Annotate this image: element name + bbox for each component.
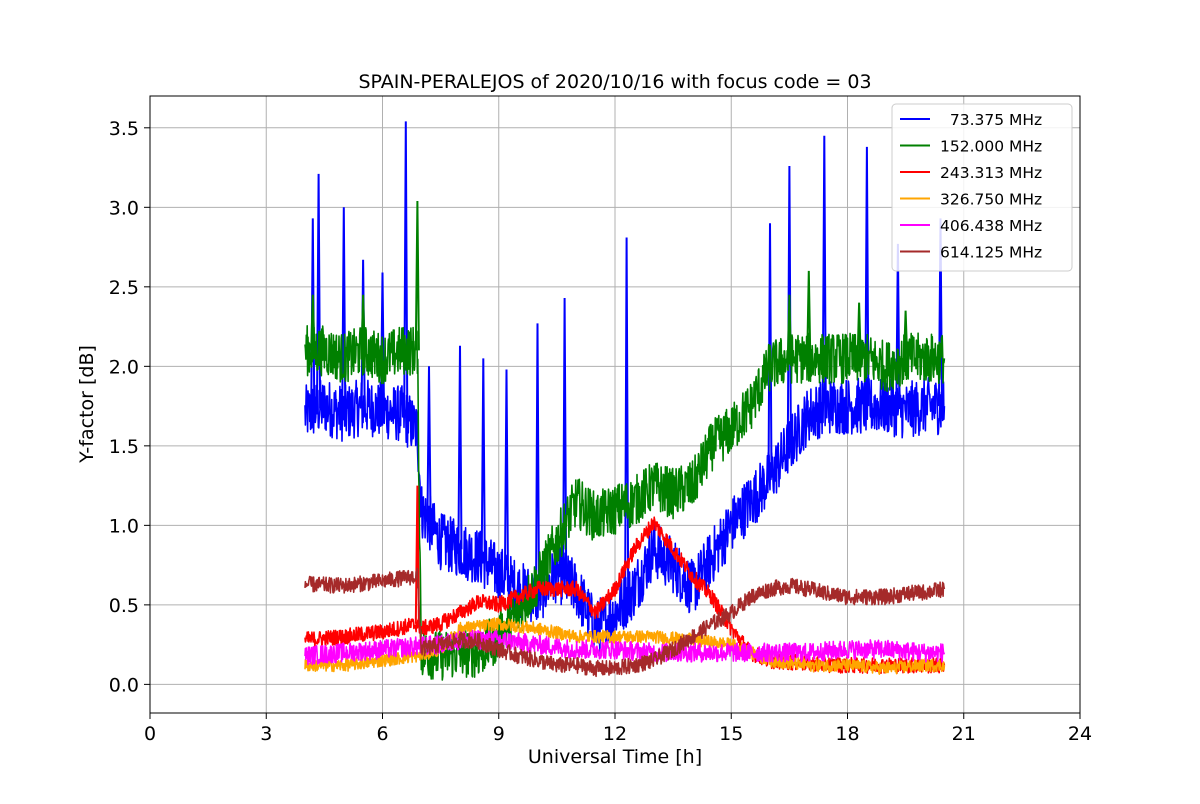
series-spike xyxy=(821,135,827,408)
legend-box xyxy=(891,103,1073,272)
series-spike xyxy=(624,237,630,599)
y-tick-label: 2.0 xyxy=(109,356,139,378)
series-line-4 xyxy=(304,617,946,675)
series-spike xyxy=(316,173,322,409)
series-line-6 xyxy=(304,567,946,678)
y-tick-label: 2.5 xyxy=(109,277,139,299)
series-line-2 xyxy=(304,325,946,681)
y-tick-label: 0.0 xyxy=(109,674,139,696)
x-tick-label: 6 xyxy=(376,723,388,745)
x-tick-label: 3 xyxy=(260,723,272,745)
series-spike xyxy=(414,200,420,351)
axis-ticks: 0 3 6 9 12 15 18 21 24 0.0 0.5 1.0 1.5 2.0 2.5 3.0 3.5 xyxy=(109,118,1092,745)
legend-label: 152.000 MHz xyxy=(940,138,1042,156)
x-tick-label: 0 xyxy=(144,723,156,745)
legend-label: 73.375 MHz xyxy=(940,111,1042,129)
y-axis-label: Y-factor [dB] xyxy=(76,345,98,464)
series-spike xyxy=(403,121,409,419)
legend-label: 406.438 MHz xyxy=(940,217,1042,235)
x-tick-label: 15 xyxy=(719,723,743,745)
series-spike xyxy=(767,223,773,478)
legend-label: 326.750 MHz xyxy=(940,191,1042,209)
series-spike xyxy=(480,358,486,561)
x-tick-label: 18 xyxy=(835,723,859,745)
y-tick-label: 1.0 xyxy=(109,515,139,537)
y-tick-label: 3.5 xyxy=(109,118,139,140)
series-line-5 xyxy=(304,629,946,666)
series-spike xyxy=(535,323,540,597)
series-spike xyxy=(457,345,463,550)
series-spike xyxy=(310,294,316,351)
legend-label: 614.125 MHz xyxy=(940,244,1042,262)
series-spike xyxy=(903,310,909,359)
legend-label: 243.313 MHz xyxy=(940,164,1042,182)
series-spike xyxy=(806,270,812,359)
y-tick-label: 1.5 xyxy=(109,436,139,458)
x-tick-label: 21 xyxy=(952,723,976,745)
x-tick-label: 9 xyxy=(493,723,505,745)
y-tick-label: 3.0 xyxy=(109,197,139,219)
series-spike xyxy=(426,366,432,523)
series-spike xyxy=(786,294,792,359)
series-layer xyxy=(304,121,946,681)
legend: 73.375 MHz 152.000 MHz 243.313 MHz 326.750 … xyxy=(891,103,1073,272)
y-tick-label: 0.5 xyxy=(109,595,139,617)
series-spike xyxy=(864,146,870,407)
series-spike xyxy=(360,294,366,351)
x-axis-label: Universal Time [h] xyxy=(528,746,702,768)
series-line-1 xyxy=(304,376,946,654)
series-spike xyxy=(503,369,509,580)
series-spike xyxy=(562,297,568,580)
chart-title: SPAIN-PERALEJOS of 2020/10/16 with focus… xyxy=(358,71,871,93)
x-tick-label: 24 xyxy=(1068,723,1092,745)
x-tick-label: 12 xyxy=(603,723,627,745)
series-spike xyxy=(856,302,862,359)
